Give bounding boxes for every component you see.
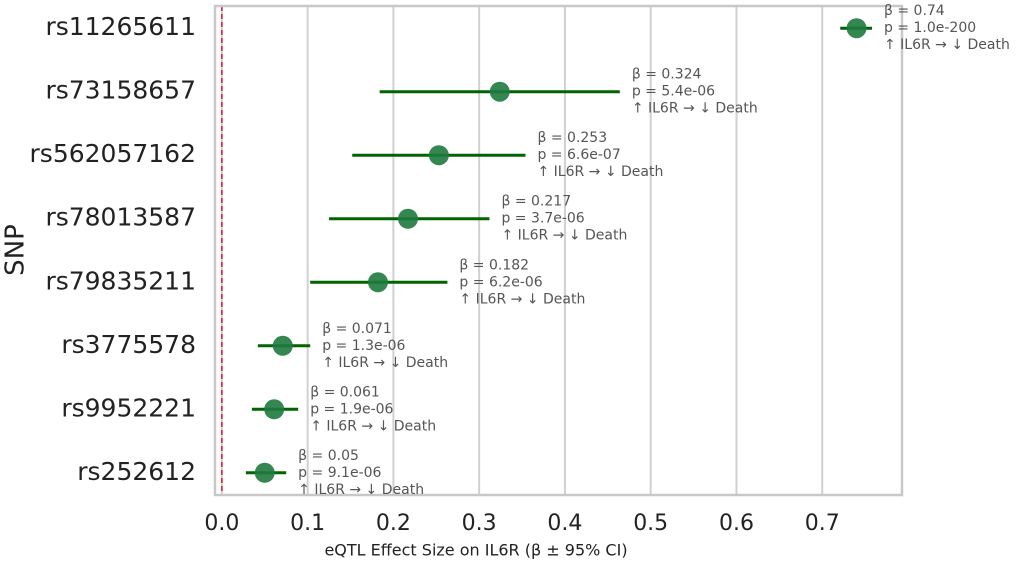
point <box>846 18 867 39</box>
p-label: p = 5.4e-06 <box>632 84 715 100</box>
x-tick-label: 0.7 <box>805 511 840 536</box>
x-axis-label: eQTL Effect Size on IL6R (β ± 95% CI) <box>324 541 627 560</box>
x-tick-label: 0.5 <box>633 511 668 536</box>
beta-label: β = 0.061 <box>310 384 380 400</box>
beta-label: β = 0.182 <box>459 257 529 273</box>
x-tick-label: 0.6 <box>719 511 754 536</box>
effect-label: ↑ IL6R → ↓ Death <box>501 228 627 244</box>
point <box>428 145 449 166</box>
y-tick-label: rs78013587 <box>45 203 196 232</box>
effect-label: ↑ IL6R → ↓ Death <box>537 164 663 180</box>
p-label: p = 1.0e-200 <box>884 20 976 36</box>
x-tick-label: 0.4 <box>547 511 582 536</box>
y-tick-label: rs9952221 <box>61 393 196 422</box>
x-tick-label: 0.0 <box>204 511 239 536</box>
p-label: p = 6.2e-06 <box>459 274 542 290</box>
y-tick-label: rs79835211 <box>45 266 196 295</box>
effect-label: ↑ IL6R → ↓ Death <box>459 291 585 307</box>
x-tick-label: 0.2 <box>376 511 411 536</box>
y-tick-label: rs73158657 <box>45 76 196 105</box>
point <box>254 462 275 483</box>
beta-label: β = 0.74 <box>884 3 945 19</box>
beta-label: β = 0.217 <box>501 194 571 210</box>
p-label: p = 3.7e-06 <box>501 211 584 227</box>
point <box>367 272 388 293</box>
y-tick-label: rs11265611 <box>45 12 196 41</box>
effect-label: ↑ IL6R → ↓ Death <box>298 482 424 498</box>
plot-frame <box>213 4 904 497</box>
x-tick-label: 0.3 <box>462 511 497 536</box>
beta-label: β = 0.05 <box>298 448 359 464</box>
p-label: p = 1.3e-06 <box>322 338 405 354</box>
point <box>397 208 418 229</box>
p-label: p = 9.1e-06 <box>298 465 381 481</box>
beta-label: β = 0.071 <box>322 321 392 337</box>
y-tick-label: rs562057162 <box>30 139 196 168</box>
effect-label: ↑ IL6R → ↓ Death <box>884 37 1010 53</box>
p-label: p = 6.6e-07 <box>537 147 620 163</box>
y-tick-label: rs252612 <box>77 457 196 486</box>
p-label: p = 1.9e-06 <box>310 401 393 417</box>
y-axis-label: SNP <box>1 224 31 276</box>
point <box>264 399 285 420</box>
effect-label: ↑ IL6R → ↓ Death <box>310 418 436 434</box>
x-tick-label: 0.1 <box>290 511 325 536</box>
point <box>272 335 293 356</box>
beta-label: β = 0.324 <box>632 67 702 83</box>
effect-label: ↑ IL6R → ↓ Death <box>322 355 448 371</box>
beta-label: β = 0.253 <box>537 130 607 146</box>
point <box>489 81 510 102</box>
y-tick-label: rs3775578 <box>61 330 196 359</box>
effect-label: ↑ IL6R → ↓ Death <box>632 101 758 117</box>
